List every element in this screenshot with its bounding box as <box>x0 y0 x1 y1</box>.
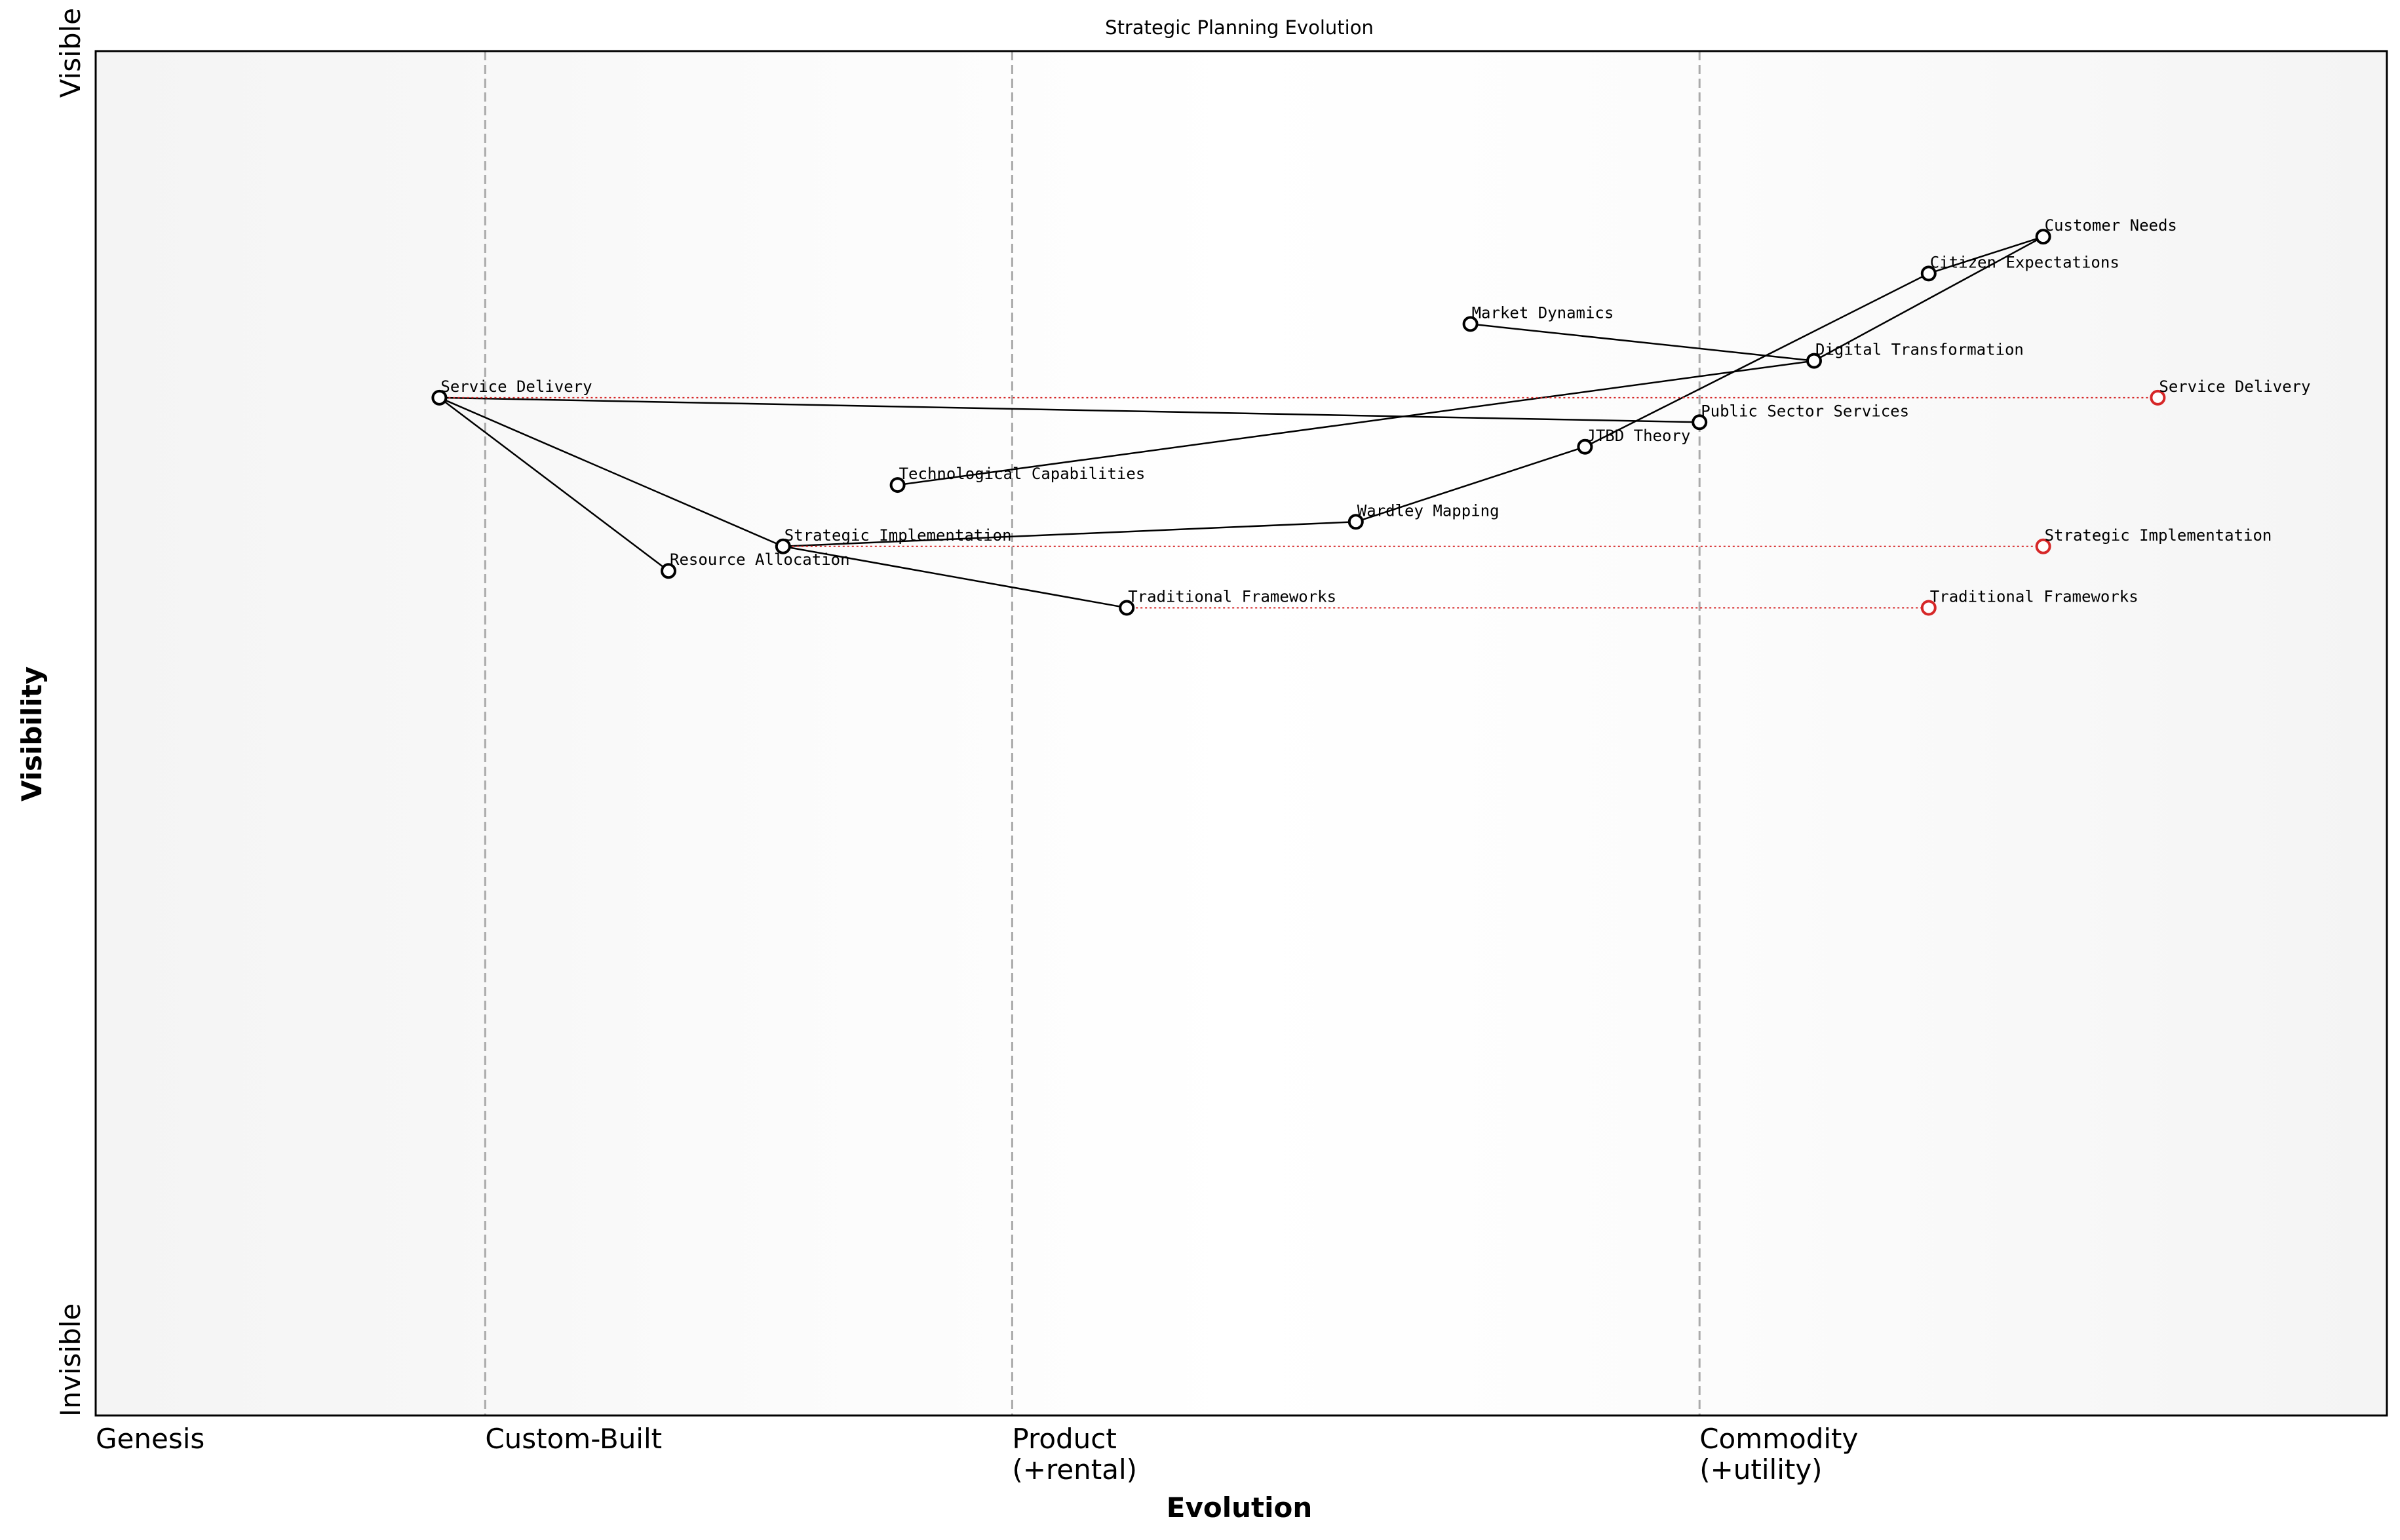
component-service-delivery-label: Service Delivery <box>440 377 592 396</box>
component-digital-transformation-label: Digital Transformation <box>1815 341 2024 359</box>
y-label-invisible: Invisible <box>54 1303 87 1417</box>
component-market-dynamics-node <box>1462 316 1479 332</box>
stage-dividers <box>484 51 1701 1415</box>
component-jtbd-theory-label: JTBD Theory <box>1586 427 1690 445</box>
stage-label: Genesis <box>96 1423 204 1455</box>
y-label-visible: Visible <box>54 8 87 98</box>
stage-label: Product <box>1012 1423 1116 1455</box>
dependency-link <box>1470 323 1815 362</box>
component-digital-transformation-node <box>1806 353 1822 369</box>
evolved-traditional-frameworks-future-label: Traditional Frameworks <box>1930 587 2139 606</box>
dependency-link <box>897 360 1815 486</box>
component-labels: Customer Needs Citizen Expectations Market… <box>440 216 2310 606</box>
component-strategic-implementation-label: Strategic Implementation <box>784 526 1012 545</box>
evolution-lines <box>439 396 2158 609</box>
component-public-sector-services-node <box>1692 414 1708 431</box>
stage-sublabel: (+rental) <box>1012 1453 1137 1486</box>
evolved-strategic-implementation-future-node <box>2035 538 2051 554</box>
component-market-dynamics-label: Market Dynamics <box>1472 303 1614 322</box>
stage-label: Commodity <box>1699 1423 1858 1455</box>
plot-background <box>96 51 2387 1415</box>
dependency-link <box>1813 236 2044 362</box>
dependency-link <box>783 545 1127 609</box>
component-wardley-mapping-label: Wardley Mapping <box>1357 501 1500 520</box>
component-traditional-frameworks-node <box>1119 600 1135 616</box>
dependency-link <box>1355 446 1585 523</box>
component-citizen-expectations-node <box>1920 265 1937 282</box>
dependency-link <box>1584 273 1929 448</box>
component-resource-allocation-node <box>661 563 676 579</box>
evolved-service-delivery-future-node <box>2150 389 2166 406</box>
plot-frame <box>94 50 2388 1417</box>
dependency-link <box>438 396 669 572</box>
component-jtbd-theory-node <box>1577 438 1593 455</box>
stage-sublabel: (+utility) <box>1699 1453 1822 1486</box>
evolved-traditional-frameworks-future-node <box>1920 600 1937 616</box>
component-service-delivery-node <box>431 389 448 406</box>
y-axis-title: Visibility <box>16 666 48 801</box>
component-resource-allocation-label: Resource Allocation <box>670 550 850 569</box>
component-technological-capabilities-label: Technological Capabilities <box>899 465 1146 483</box>
dependency-links <box>438 235 2044 609</box>
dependency-link <box>1928 235 2043 275</box>
component-public-sector-services-label: Public Sector Services <box>1701 402 1909 420</box>
component-traditional-frameworks-label: Traditional Frameworks <box>1128 587 1336 606</box>
evolution-stage-labels: Genesis Custom-Built Product(+rental) Commo… <box>96 1423 1858 1486</box>
component-technological-capabilities-node <box>889 477 906 493</box>
component-wardley-mapping-node <box>1347 514 1364 530</box>
chart-title: Strategic Planning Evolution <box>1105 16 1374 39</box>
component-citizen-expectations-label: Citizen Expectations <box>1930 253 2119 271</box>
evolved-strategic-implementation-future-label: Strategic Implementation <box>2045 526 2272 545</box>
component-customer-needs-label: Customer Needs <box>2045 216 2177 235</box>
evolved-service-delivery-future-label: Service Delivery <box>2159 377 2310 396</box>
component-customer-needs-node <box>2035 229 2051 245</box>
dependency-link <box>439 396 1700 423</box>
component-strategic-implementation-node <box>775 538 791 554</box>
dependency-link <box>438 396 784 547</box>
component-nodes <box>431 229 2166 616</box>
stage-label: Custom-Built <box>485 1423 662 1455</box>
dependency-link <box>783 521 1356 548</box>
x-axis-title: Evolution <box>1167 1492 1312 1524</box>
